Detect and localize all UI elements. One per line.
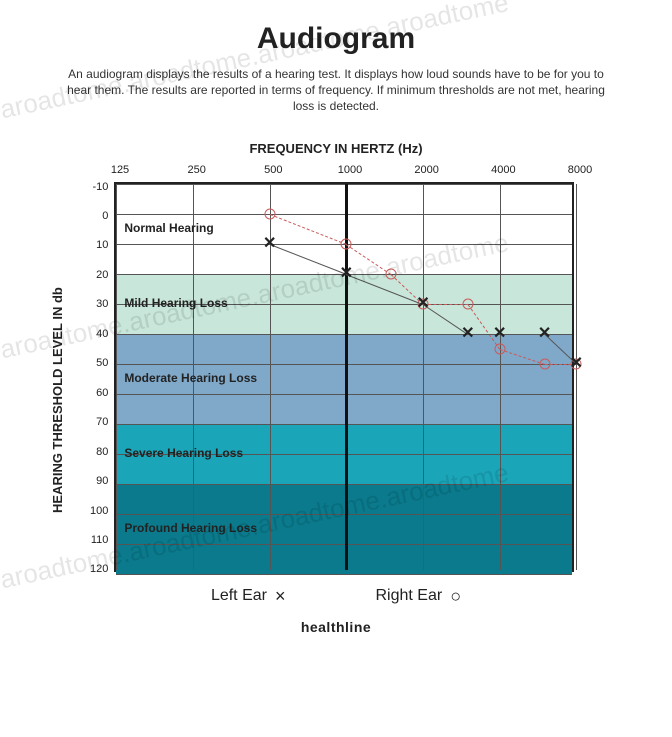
y-tick: 100 (90, 506, 108, 517)
y-tick: 90 (96, 476, 108, 487)
page-title: Audiogram (40, 22, 632, 56)
y-tick: 120 (90, 564, 108, 575)
y-tick: -10 (92, 182, 108, 193)
y-tick: 70 (96, 417, 108, 428)
description-text: An audiogram displays the results of a h… (66, 66, 606, 115)
y-tick: 0 (102, 211, 108, 222)
audiogram-page: Audiogram An audiogram displays the resu… (0, 0, 672, 737)
y-tick: 60 (96, 388, 108, 399)
right-ear-point (462, 298, 473, 309)
y-tick: 20 (96, 270, 108, 281)
x-tick: 250 (187, 164, 205, 176)
hearing-band-label: Normal Hearing (124, 221, 213, 235)
legend-right-label: Right Ear (375, 587, 442, 605)
hearing-band-label: Profound Hearing Loss (124, 521, 257, 535)
series-segment (423, 304, 468, 305)
left-ear-point: ✕ (461, 326, 474, 342)
left-ear-point: ✕ (570, 356, 583, 372)
x-tick: 1000 (338, 164, 362, 176)
right-ear-point (264, 208, 275, 219)
right-ear-point (539, 358, 550, 369)
y-tick: 50 (96, 358, 108, 369)
x-tick: 125 (111, 164, 129, 176)
chart-block: 1252505001000200040008000 HEARING THRESH… (40, 164, 632, 576)
legend-left-ear: Left Ear × (211, 586, 286, 607)
y-tick: 30 (96, 299, 108, 310)
legend-left-symbol: × (275, 586, 286, 607)
right-ear-point (494, 343, 505, 354)
x-tick: 8000 (568, 164, 592, 176)
gridline-vertical (500, 184, 501, 570)
y-axis-label: HEARING THRESHOLD LEVEL IN db (50, 287, 65, 513)
y-tick: 40 (96, 329, 108, 340)
gridline-vertical (423, 184, 424, 570)
left-ear-point: ✕ (416, 296, 429, 312)
right-ear-point (386, 268, 397, 279)
left-ear-point: ✕ (538, 326, 551, 342)
gridline-horizontal (116, 574, 572, 575)
y-tick-col: -10 0 10 20 30 40 50 60 70 80 90 100 110 120 (90, 182, 114, 576)
left-ear-point: ✕ (263, 236, 276, 252)
gridline-vertical (576, 184, 577, 570)
legend-row: Left Ear × Right Ear ○ (40, 586, 632, 607)
x-tick: 4000 (491, 164, 515, 176)
legend-left-label: Left Ear (211, 587, 267, 605)
brand-text: healthline (40, 619, 632, 635)
x-tick-row: 1252505001000200040008000 (120, 164, 580, 182)
hearing-band-label: Moderate Hearing Loss (124, 371, 257, 385)
legend-right-symbol: ○ (450, 586, 461, 607)
right-ear-point (341, 238, 352, 249)
hearing-band-label: Mild Hearing Loss (124, 296, 227, 310)
x-tick: 500 (264, 164, 282, 176)
y-tick: 80 (96, 447, 108, 458)
legend-right-ear: Right Ear ○ (375, 586, 461, 607)
x-axis-label: FREQUENCY IN HERTZ (Hz) (40, 141, 632, 156)
x-tick: 2000 (414, 164, 438, 176)
plot-area: Normal Hearing Mild Hearing Loss Moderate … (114, 182, 574, 572)
y-tick: 110 (91, 535, 109, 546)
hearing-band-label: Severe Hearing Loss (124, 446, 243, 460)
left-ear-point: ✕ (493, 326, 506, 342)
left-ear-point: ✕ (340, 266, 353, 282)
gridline-vertical (116, 184, 117, 570)
y-tick: 10 (96, 240, 108, 251)
